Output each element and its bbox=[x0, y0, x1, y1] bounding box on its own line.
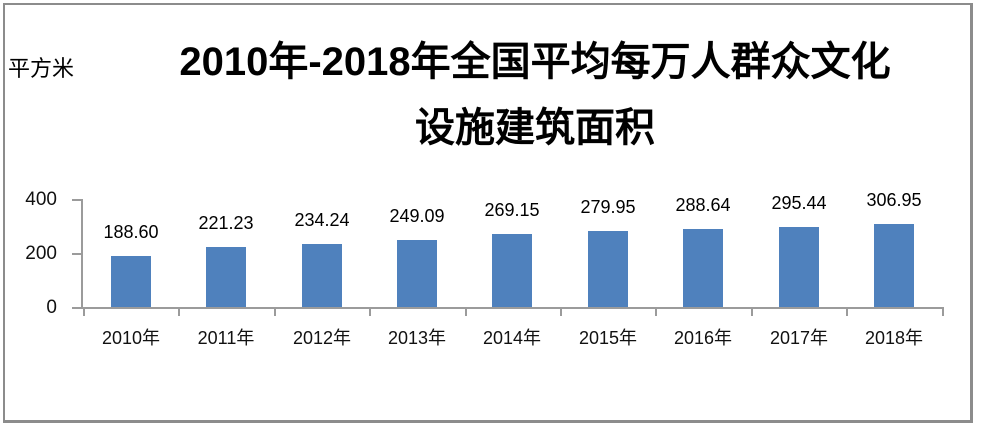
bar bbox=[874, 224, 914, 307]
bar-value-label: 306.95 bbox=[866, 190, 922, 210]
y-axis-tick bbox=[72, 253, 83, 255]
x-axis-tick bbox=[274, 309, 276, 316]
chart-title-line1: 2010年-2018年全国平均每万人群众文化 bbox=[179, 40, 891, 84]
x-axis-tick bbox=[369, 309, 371, 316]
bar bbox=[397, 240, 437, 307]
chart-title: 2010年-2018年全国平均每万人群众文化 设施建筑面积 bbox=[95, 29, 975, 161]
y-axis-tick-label: 200 bbox=[25, 243, 57, 264]
x-axis-category-label: 2016年 bbox=[673, 328, 733, 348]
bar-value-label: 288.64 bbox=[675, 195, 731, 215]
bar bbox=[492, 234, 532, 307]
bar-value-label: 279.95 bbox=[580, 197, 636, 217]
x-axis-tick bbox=[846, 309, 848, 316]
x-axis-tick bbox=[178, 309, 180, 316]
x-axis-category-label: 2017年 bbox=[769, 328, 829, 348]
x-axis-category-label: 2015年 bbox=[578, 328, 638, 348]
bar-value-label: 188.60 bbox=[103, 222, 159, 242]
y-axis-tick bbox=[72, 307, 83, 309]
bar-value-label: 269.15 bbox=[484, 200, 540, 220]
bar-value-label: 221.23 bbox=[198, 213, 254, 233]
x-axis-category-label: 2014年 bbox=[482, 328, 542, 348]
x-axis-tick bbox=[751, 309, 753, 316]
bar bbox=[779, 227, 819, 307]
y-axis-tick-label: 0 bbox=[46, 297, 57, 318]
bar bbox=[302, 244, 342, 307]
chart-title-line2: 设施建筑面积 bbox=[415, 106, 655, 150]
bar bbox=[683, 229, 723, 307]
x-axis-category-label: 2018年 bbox=[864, 328, 924, 348]
x-axis-tick bbox=[655, 309, 657, 316]
x-axis-tick bbox=[465, 309, 467, 316]
x-axis-category-label: 2012年 bbox=[292, 328, 352, 348]
x-axis-tick bbox=[560, 309, 562, 316]
y-axis-unit-label: 平方米 bbox=[8, 56, 75, 81]
bar-value-label: 249.09 bbox=[389, 206, 445, 226]
bar-value-label: 295.44 bbox=[771, 193, 827, 213]
x-axis-tick bbox=[83, 309, 85, 316]
bar bbox=[111, 256, 151, 307]
x-axis-category-label: 2010年 bbox=[101, 328, 161, 348]
x-axis-tick bbox=[942, 309, 944, 316]
y-axis-tick bbox=[72, 199, 83, 201]
bar bbox=[206, 247, 246, 307]
x-axis-category-label: 2011年 bbox=[197, 328, 255, 348]
bar bbox=[588, 231, 628, 307]
x-axis-line bbox=[81, 307, 944, 309]
y-axis-tick-label: 400 bbox=[25, 189, 57, 210]
x-axis-category-label: 2013年 bbox=[387, 328, 447, 348]
bar-value-label: 234.24 bbox=[294, 210, 350, 230]
